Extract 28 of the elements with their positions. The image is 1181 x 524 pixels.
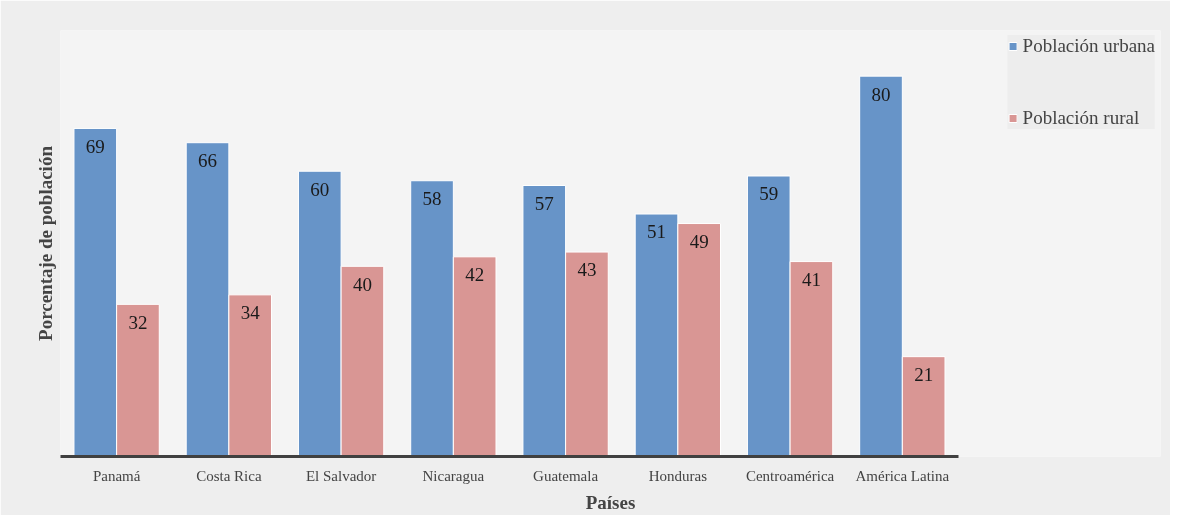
data-label: 58 (422, 188, 442, 210)
data-label: 40 (352, 273, 372, 295)
x-axis-title: Países (585, 491, 636, 513)
data-label: 43 (577, 259, 597, 281)
x-tick-label: Panamá (92, 467, 141, 484)
data-label: 69 (85, 135, 105, 157)
x-tick-label: Costa Rica (196, 467, 262, 484)
data-label: 34 (240, 302, 261, 324)
x-tick-label: Nicaragua (422, 467, 485, 484)
data-label: 49 (689, 230, 709, 252)
x-tick-label: Centroamérica (745, 467, 835, 484)
x-tick-label: Guatemala (533, 467, 599, 484)
y-axis-title: Porcentaje de población (34, 145, 56, 341)
data-label: 42 (465, 264, 485, 286)
data-label: 66 (198, 150, 218, 172)
x-tick-label: América Latina (855, 467, 950, 484)
data-label: 57 (534, 192, 554, 214)
data-label: 80 (871, 83, 891, 105)
data-label: 41 (801, 268, 821, 290)
x-tick-label: El Salvador (305, 467, 377, 484)
data-label: 32 (128, 311, 148, 333)
legend-label: Población rural (1022, 107, 1140, 129)
data-label: 51 (647, 221, 667, 243)
data-label: 60 (310, 178, 330, 200)
data-label: 59 (759, 183, 779, 205)
legend-label: Población urbana (1022, 35, 1155, 57)
data-label: 21 (914, 364, 934, 386)
x-tick-label: Honduras (648, 467, 708, 484)
